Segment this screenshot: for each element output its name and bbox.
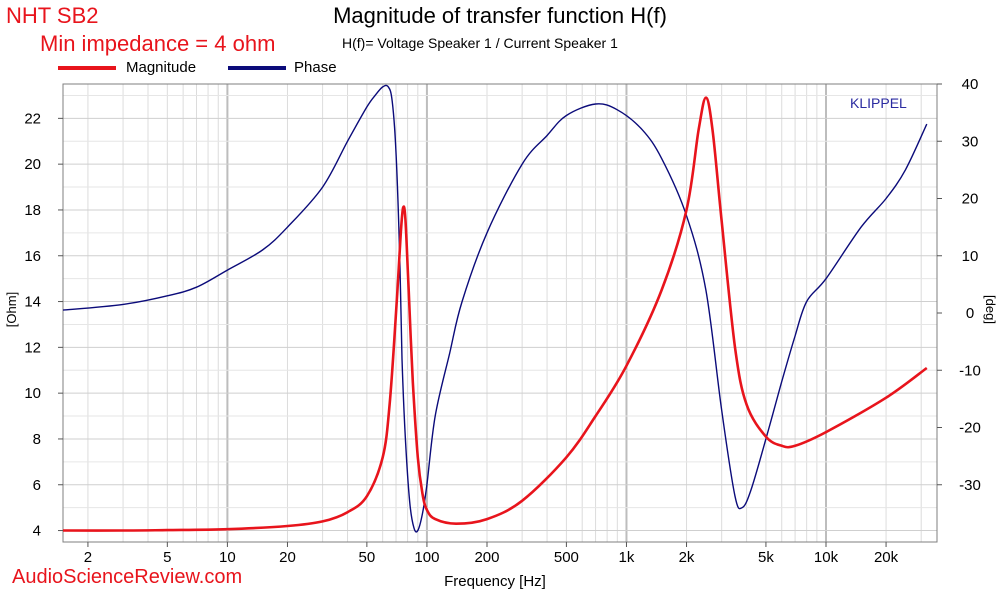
x-tick-label: 100	[414, 549, 439, 566]
x-tick-label: 20k	[874, 549, 899, 566]
legend-phase-label: Phase	[294, 59, 337, 76]
y2-tick-label: -30	[959, 477, 981, 494]
y2-tick-label: 30	[962, 133, 979, 150]
x-tick-label: 10	[219, 549, 236, 566]
speaker-title: NHT SB2	[6, 3, 99, 28]
klippel-label: KLIPPEL	[850, 95, 907, 111]
y2-tick-label: -20	[959, 420, 981, 437]
y-tick-label: 10	[24, 385, 41, 402]
x-axis-label: Frequency [Hz]	[444, 573, 546, 590]
y2-tick-label: 10	[962, 248, 979, 265]
legend-phase-swatch	[228, 66, 286, 70]
x-tick-label: 200	[474, 549, 499, 566]
y-axis-label: [Ohm]	[4, 291, 20, 328]
watermark: AudioScienceReview.com	[12, 566, 243, 588]
plot-frame	[62, 83, 938, 543]
x-tick-label: 50	[359, 549, 376, 566]
series-layer	[62, 84, 928, 533]
x-tick-label: 5	[163, 549, 171, 566]
x-tick-label: 20	[279, 549, 296, 566]
y-tick-label: 20	[24, 156, 41, 173]
x-tick-label: 5k	[758, 549, 774, 566]
impedance-note: Min impedance = 4 ohm	[40, 31, 276, 56]
y-tick-label: 4	[33, 523, 41, 540]
x-tick-label: 10k	[814, 549, 839, 566]
y-tick-label: 12	[24, 339, 41, 356]
y2-tick-label: 20	[962, 191, 979, 208]
chart-title: Magnitude of transfer function H(f)	[333, 3, 667, 28]
y-tick-label: 16	[24, 248, 41, 265]
tick-layer: 2 5 10 20 50 100 200 500 1k 2k 5k 10k 20k46810121416…	[24, 76, 981, 566]
legend-magnitude-swatch	[58, 66, 116, 70]
y-tick-label: 6	[33, 477, 41, 494]
y-tick-label: 22	[24, 110, 41, 127]
y2-axis-label: [deg]	[982, 295, 998, 324]
x-tick-label: 2	[84, 549, 92, 566]
y2-tick-label: 40	[962, 76, 979, 93]
grid-layer	[63, 84, 937, 542]
x-tick-label: 2k	[679, 549, 695, 566]
y-tick-label: 8	[33, 431, 41, 448]
y-tick-label: 14	[24, 294, 41, 311]
x-tick-label: 1k	[619, 549, 635, 566]
y2-tick-label: -10	[959, 362, 981, 379]
phase-series-line	[62, 84, 928, 533]
y2-tick-label: 0	[966, 305, 974, 322]
magnitude-series-line	[62, 96, 928, 532]
legend-magnitude-label: Magnitude	[126, 59, 197, 76]
chart-subtitle: H(f)= Voltage Speaker 1 / Current Speake…	[342, 35, 618, 51]
y-tick-label: 18	[24, 202, 41, 219]
x-tick-label: 500	[554, 549, 579, 566]
